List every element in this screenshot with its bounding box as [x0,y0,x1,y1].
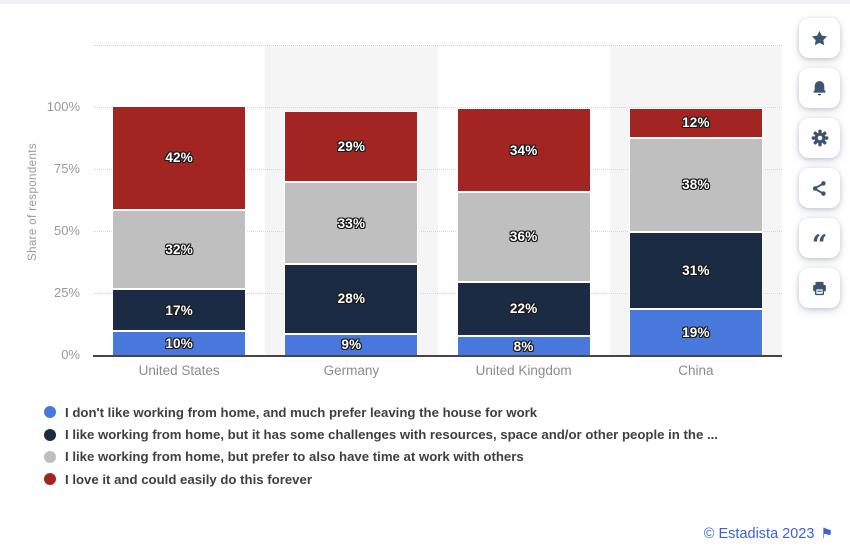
bar-segment[interactable]: 9% [284,333,419,356]
legend-item: I like working from home, but it has som… [44,423,718,445]
x-category-label: United States [138,363,220,378]
bar-segment[interactable]: 28% [284,264,419,334]
bar-value-label: 32% [165,241,193,257]
bar-segment[interactable]: 10% [112,331,247,356]
bar-value-label: 31% [682,262,710,278]
top-strip [0,0,850,4]
x-category-label: China [678,363,714,378]
bar-value-label: 38% [682,177,710,193]
legend-item: I like working from home, but prefer to … [44,446,718,468]
bar-segment[interactable]: 32% [112,209,247,290]
bar-value-label: 10% [165,336,193,352]
y-tick-label: 75% [53,161,80,176]
bar-value-label: 34% [509,142,538,158]
legend-dot [44,473,56,486]
bar-segment[interactable]: 22% [456,281,591,337]
bar-value-label: 9% [341,337,362,353]
x-category-label: Germany [323,363,380,378]
quote-icon: “ [811,229,828,261]
bar-value-label: 19% [682,324,710,340]
settings-button[interactable] [799,118,840,158]
print-button[interactable] [799,268,840,308]
legend-label: I like working from home, but it has som… [65,427,718,443]
gridline [93,293,782,294]
bar-segment[interactable]: 17% [112,289,247,332]
y-tick-label: 0% [61,347,80,362]
gear-icon [811,129,829,147]
bar-segment[interactable]: 34% [456,108,591,193]
legend-label: I love it and could easily do this forev… [65,471,312,487]
bar-segment[interactable]: 42% [112,105,247,210]
flag-icon[interactable]: ⚑ [820,525,833,541]
bar-segment[interactable]: 38% [628,137,763,233]
bar-value-label: 42% [165,150,193,166]
legend-item: I don't like working from home, and much… [44,401,718,423]
y-tick-label: 25% [53,285,80,300]
bar-segment[interactable]: 36% [456,192,591,282]
star-icon [811,30,828,47]
bar-segment[interactable]: 33% [284,182,419,265]
printer-icon [811,280,828,297]
legend-label: I like working from home, but prefer to … [65,449,524,465]
x-category-label: United Kingdom [475,363,572,378]
y-tick-label: 100% [46,99,80,114]
gridline [93,107,782,108]
favorite-button[interactable] [799,18,840,58]
bar-value-label: 29% [337,138,366,154]
share-icon [811,180,828,197]
legend-dot [44,450,56,463]
bar-segment[interactable]: 12% [628,108,763,138]
stacked-bar: 8% 22% 36% 34% [456,108,591,356]
bar-value-label: 28% [337,291,366,307]
legend-dot [44,406,56,419]
bar-value-label: 8% [513,338,534,354]
y-tick-label: 50% [53,223,80,238]
bar-value-label: 17% [165,302,193,318]
x-axis-line [93,355,782,357]
bar-value-label: 33% [337,215,366,231]
bar-segment[interactable]: 31% [628,232,763,309]
stacked-bar: 10% 17% 32% 42% [112,105,247,356]
bell-icon [811,80,828,97]
copyright-link[interactable]: © Estadista 2023 [703,525,815,542]
cite-button[interactable]: “ [799,218,840,261]
bar-value-label: 22% [509,301,538,317]
stacked-bar: 9% 28% 33% 29% [284,110,419,356]
legend-dot [44,428,56,441]
legend-label: I don't like working from home, and much… [65,404,538,420]
bar-value-label: 12% [682,115,710,131]
gridline [93,231,782,232]
share-button[interactable] [799,168,840,208]
footer: © Estadista 2023 ⚑ [704,525,833,542]
notifications-button[interactable] [799,68,840,108]
gridline [93,169,782,170]
legend-item: I love it and could easily do this forev… [44,468,718,490]
legend: I don't like working from home, and much… [44,401,718,491]
bar-value-label: 36% [509,229,538,245]
bar-segment[interactable]: 19% [628,308,763,356]
bar-segment[interactable]: 29% [284,110,419,183]
plot-area: 10% 17% 32% 42% 9% 28% 33% 29% 8% 22% 36% 34% 19% 31%… [93,45,782,357]
stacked-bar: 19% 31% 38% 12% [628,108,763,356]
bar-segment[interactable]: 8% [456,336,591,356]
